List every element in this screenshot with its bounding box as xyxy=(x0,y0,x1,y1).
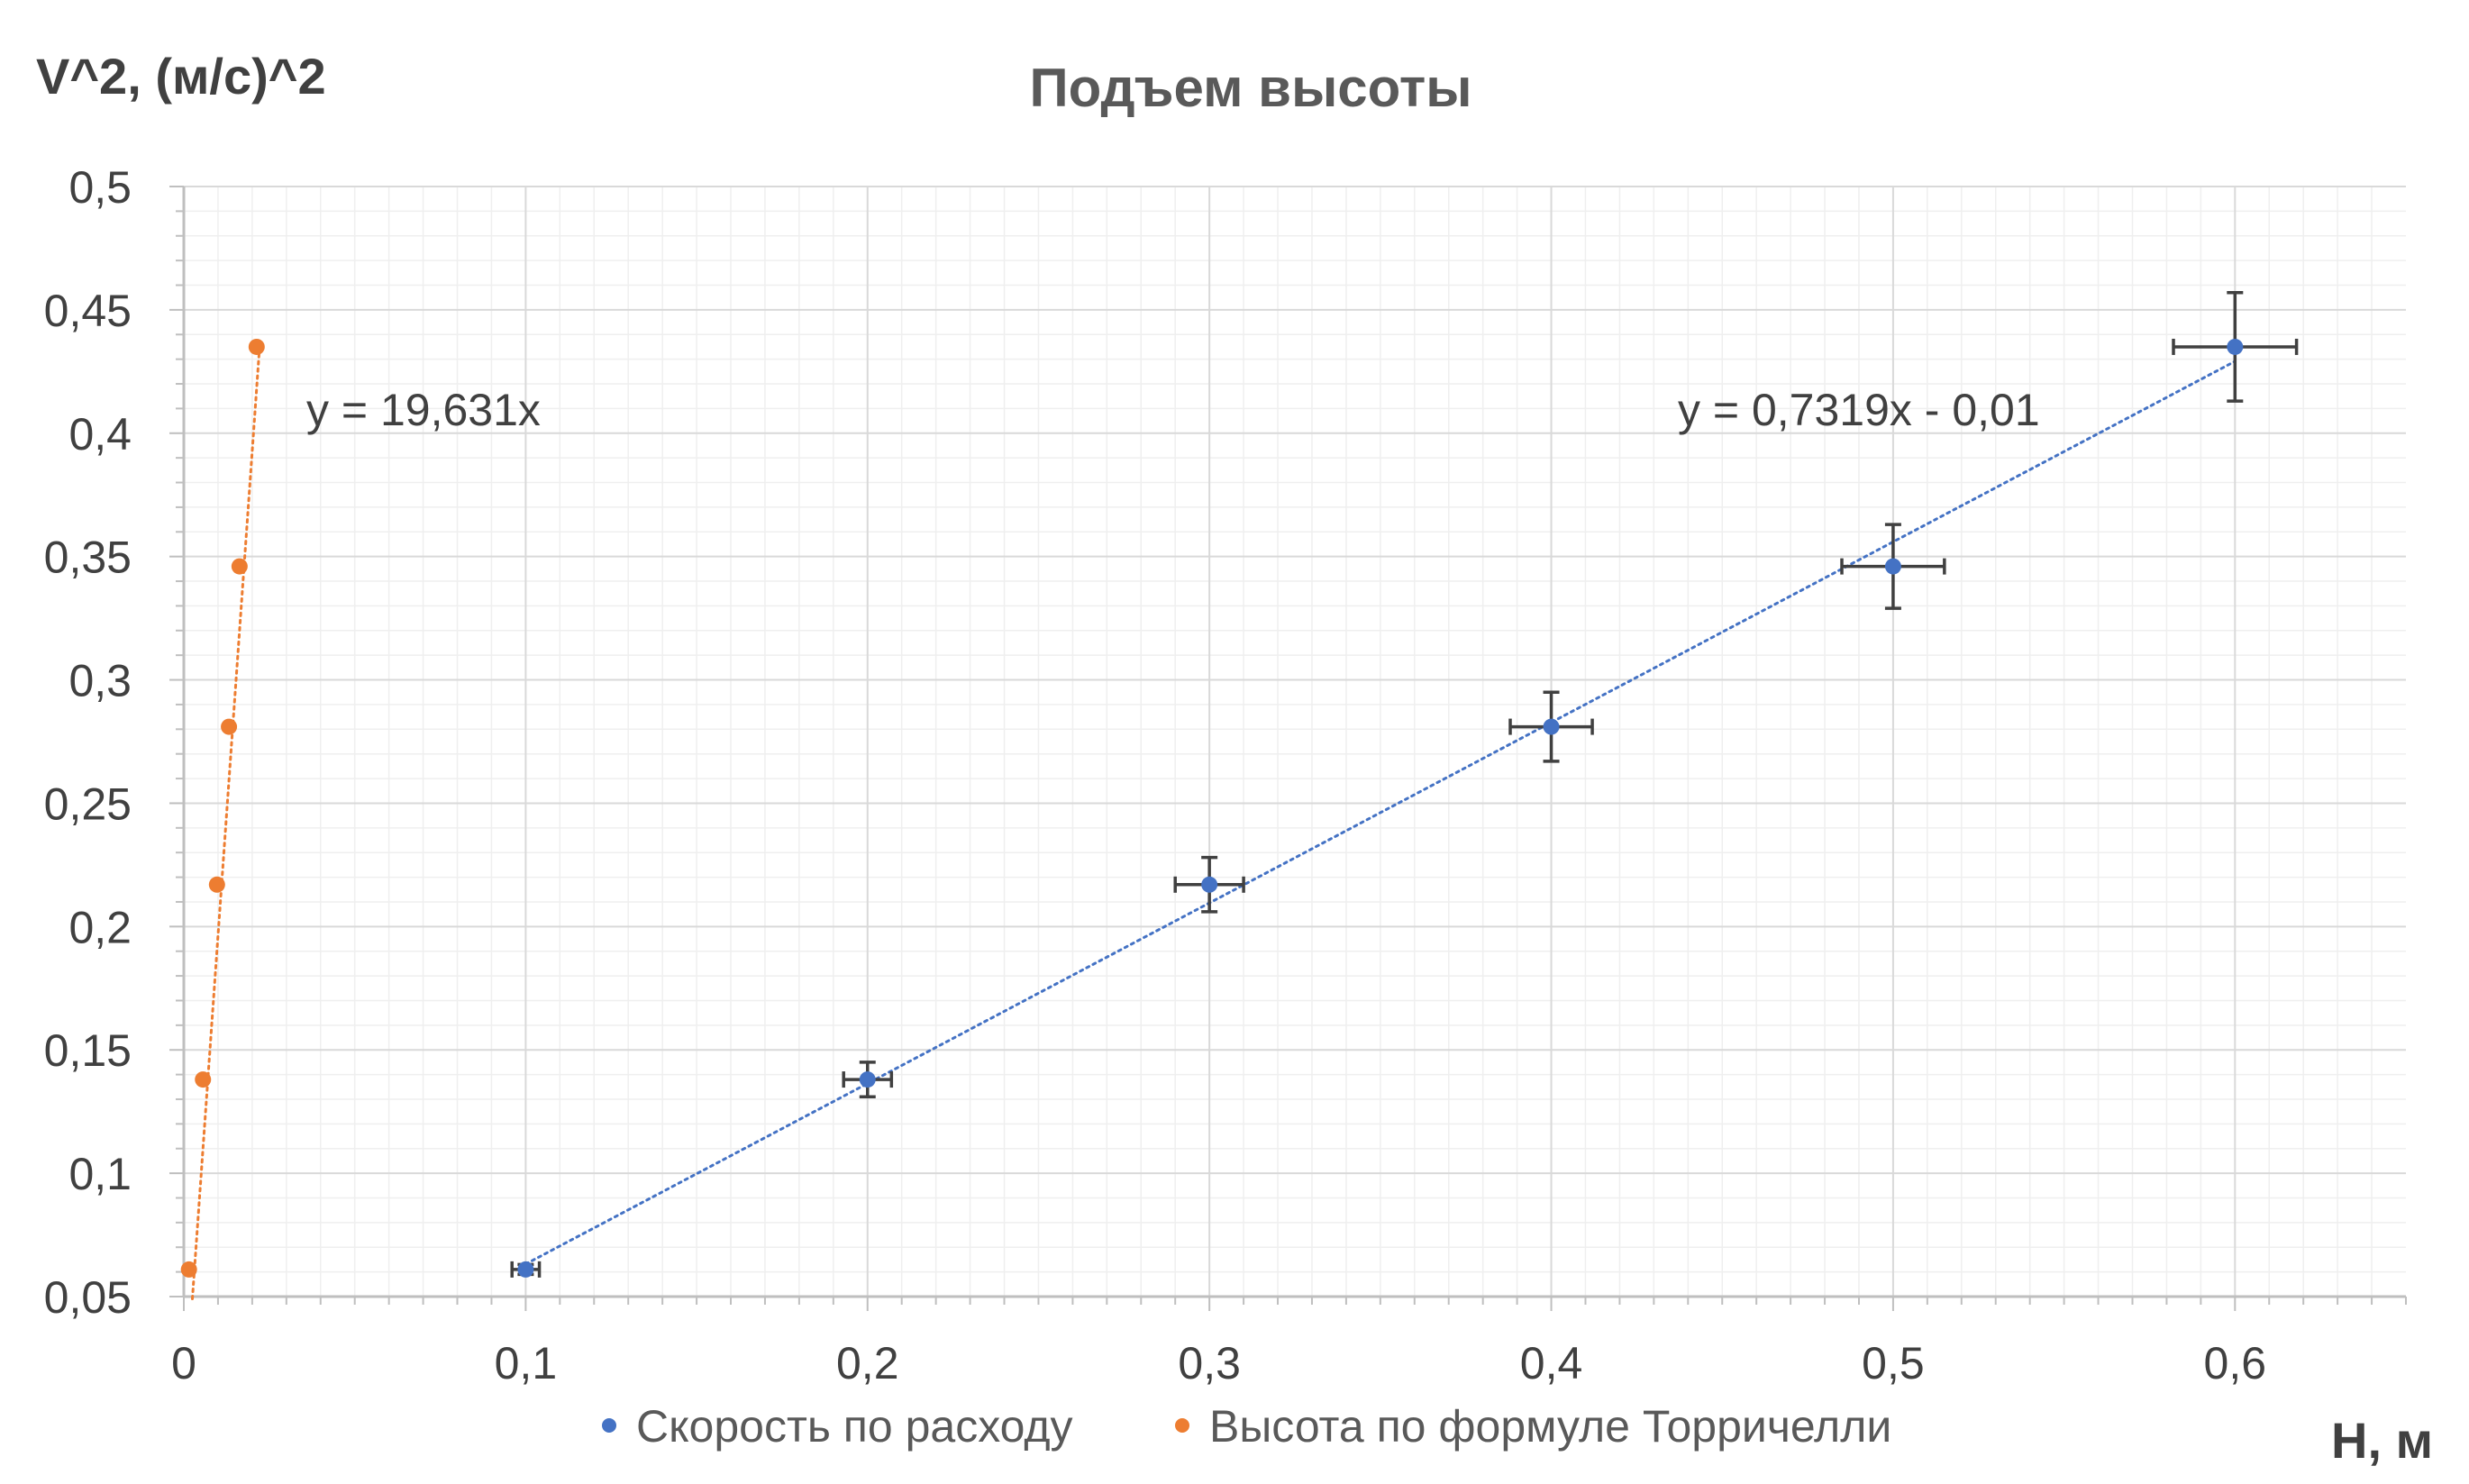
data-point-torricelli xyxy=(195,1071,212,1088)
x-tick-label: 0,5 xyxy=(1862,1338,1925,1388)
y-tick-label: 0,1 xyxy=(68,1149,132,1199)
x-axis-title: H, м xyxy=(2331,1412,2433,1469)
data-point-flow xyxy=(1201,876,1218,893)
x-tick-label: 0,1 xyxy=(495,1338,558,1388)
y-tick-label: 0,25 xyxy=(44,778,132,829)
data-point-flow xyxy=(517,1261,534,1278)
y-tick-label: 0,35 xyxy=(44,533,132,583)
data-points xyxy=(180,338,2244,1278)
data-point-flow xyxy=(1543,718,1560,735)
y-axis-title: V^2, (м/с)^2 xyxy=(36,48,326,105)
gridlines xyxy=(184,186,2406,1297)
legend-label-flow: Скорость по расходу xyxy=(636,1401,1073,1452)
legend-marker-torricelli xyxy=(1175,1418,1189,1433)
data-point-torricelli xyxy=(180,1261,197,1278)
legend-marker-flow xyxy=(602,1418,616,1433)
data-point-flow xyxy=(859,1071,876,1088)
data-point-torricelli xyxy=(208,876,225,893)
x-tick-label: 0 xyxy=(171,1338,196,1388)
x-tick-label: 0,2 xyxy=(836,1338,899,1388)
data-point-flow xyxy=(2227,338,2244,355)
y-tick-label: 0,2 xyxy=(68,902,132,952)
trendline-torricelli xyxy=(190,352,260,1301)
x-tick-label: 0,3 xyxy=(1178,1338,1241,1388)
x-tick-label: 0,6 xyxy=(2204,1338,2267,1388)
y-tick-label: 0,05 xyxy=(44,1272,132,1323)
axes xyxy=(169,186,2407,1311)
tick-labels: 0,05 0,1 0,15 0,2 0,25 0,3 0,35 0,4 0,45 0,5 0 0,1 0… xyxy=(44,162,2266,1388)
chart-title: Подъем высоты xyxy=(1030,58,1472,118)
data-point-torricelli xyxy=(248,338,265,355)
y-tick-label: 0,45 xyxy=(44,286,132,336)
trendlines xyxy=(190,352,2237,1301)
y-tick-label: 0,3 xyxy=(68,656,132,706)
data-point-torricelli xyxy=(231,558,248,575)
data-point-torricelli xyxy=(221,718,238,735)
trendline-label-torricelli: y = 19,631x xyxy=(306,385,541,435)
y-tick-label: 0,4 xyxy=(68,409,132,460)
x-tick-label: 0,4 xyxy=(1520,1338,1583,1388)
trendline-flow xyxy=(524,360,2237,1266)
trendline-label-flow: y = 0,7319x - 0,01 xyxy=(1678,385,2040,435)
data-point-flow xyxy=(1884,558,1901,575)
y-tick-label: 0,5 xyxy=(68,162,132,213)
legend: Скорость по расходу Высота по формуле То… xyxy=(602,1401,1891,1452)
legend-label-torricelli: Высота по формуле Торричелли xyxy=(1209,1401,1891,1452)
y-tick-label: 0,15 xyxy=(44,1025,132,1076)
